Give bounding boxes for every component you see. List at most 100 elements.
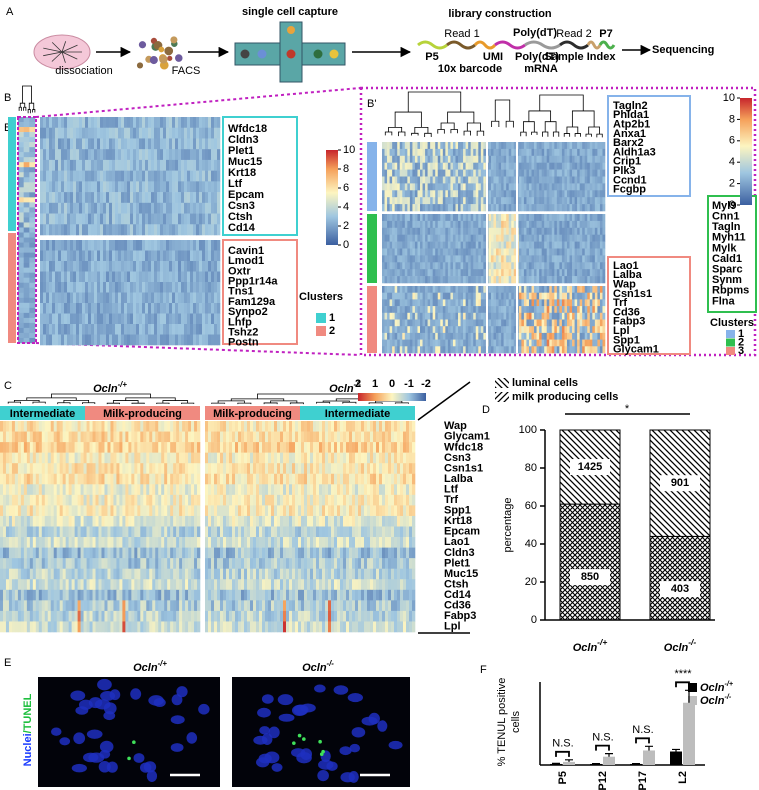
heatmap-cell xyxy=(167,516,170,527)
dendrogram xyxy=(157,403,169,404)
heatmap-cell xyxy=(554,183,557,190)
heatmap-cell xyxy=(395,333,398,340)
heatmap-cell xyxy=(57,432,60,443)
heatmap-cell xyxy=(94,138,97,149)
heatmap-cell xyxy=(208,282,211,293)
heatmap-cell xyxy=(6,421,9,432)
heatmap-cell xyxy=(468,255,471,262)
heatmap-cell xyxy=(46,224,49,235)
heatmap-cell xyxy=(99,505,102,516)
heatmap-cell xyxy=(448,242,451,249)
heatmap-cell xyxy=(494,326,497,333)
heatmap-cell xyxy=(509,255,512,262)
heatmap-cell xyxy=(423,313,426,320)
heatmap-cell xyxy=(445,149,448,156)
heatmap-cell xyxy=(106,282,109,293)
heatmap-cell xyxy=(178,272,181,283)
heatmap-cell xyxy=(511,190,514,197)
heatmap-cell xyxy=(130,160,133,171)
heatmap-cell xyxy=(90,463,93,474)
heatmap-cell xyxy=(534,299,537,306)
heatmap-cell xyxy=(532,190,535,197)
heatmap-cell xyxy=(118,214,121,225)
heatmap-cell xyxy=(90,421,93,432)
heatmap-cell xyxy=(27,453,30,464)
heatmap-cell xyxy=(78,463,81,474)
heatmap-cell xyxy=(104,484,107,495)
heatmap-cell xyxy=(587,340,590,347)
heatmap-cell xyxy=(160,261,163,272)
heatmap-cell xyxy=(438,163,441,170)
heatmap-cell xyxy=(109,149,112,160)
heatmap-cell xyxy=(557,262,560,269)
heatmap-cell xyxy=(567,142,570,149)
heatmap-cell xyxy=(157,240,160,251)
heatmap-cell xyxy=(423,299,426,306)
heatmap-cell xyxy=(570,156,573,163)
heatmap-cell xyxy=(542,326,545,333)
heatmap-cell xyxy=(131,505,134,516)
heatmap-cell xyxy=(382,249,385,256)
cluster-bar xyxy=(367,142,377,211)
heatmap-cell xyxy=(458,177,461,184)
heatmap-cell xyxy=(148,160,151,171)
heatmap-cell xyxy=(94,282,97,293)
heatmap-cell xyxy=(425,204,428,211)
heatmap-cell xyxy=(478,313,481,320)
panel-label: B' xyxy=(367,98,376,110)
heatmap-cell xyxy=(539,235,542,242)
heatmap-cell xyxy=(463,149,466,156)
heatmap-cell xyxy=(60,421,63,432)
heatmap-cell xyxy=(521,149,524,156)
heatmap-cell xyxy=(445,142,448,149)
heatmap-cell xyxy=(169,214,172,225)
heatmap-cell xyxy=(154,224,157,235)
heatmap-cell xyxy=(443,306,446,313)
heatmap-cell xyxy=(139,272,142,283)
heatmap-cell xyxy=(94,303,97,314)
heatmap-cell xyxy=(94,149,97,160)
heatmap-cell xyxy=(455,214,458,221)
heatmap-cell xyxy=(562,156,565,163)
heatmap-cell xyxy=(415,214,418,221)
colorbar-tick-label: 8 xyxy=(343,163,349,175)
heatmap-cell xyxy=(103,138,106,149)
heatmap-cell xyxy=(423,293,426,300)
heatmap-cell xyxy=(590,235,593,242)
heatmap-cell xyxy=(478,293,481,300)
heatmap-cell xyxy=(466,214,469,221)
heatmap-cell xyxy=(52,324,55,335)
heatmap-cell xyxy=(166,314,169,325)
heatmap-cell xyxy=(88,335,91,346)
heatmap-cell xyxy=(97,138,100,149)
heatmap-cell xyxy=(124,251,127,262)
heatmap-cell xyxy=(590,242,593,249)
heatmap-cell xyxy=(585,156,588,163)
heatmap-cell xyxy=(526,183,529,190)
heatmap-cell xyxy=(461,142,464,149)
heatmap-cell xyxy=(501,156,504,163)
heatmap-cell xyxy=(428,170,431,177)
heatmap-cell xyxy=(575,255,578,262)
heatmap-cell xyxy=(600,333,603,340)
heatmap-cell xyxy=(199,314,202,325)
heatmap-cell xyxy=(127,171,130,182)
heatmap-cell xyxy=(57,527,60,538)
heatmap-cell xyxy=(390,190,393,197)
heatmap-cell xyxy=(410,293,413,300)
heatmap-cell xyxy=(506,235,509,242)
heatmap-cell xyxy=(433,286,436,293)
heatmap-cell xyxy=(539,262,542,269)
heatmap-cell xyxy=(587,249,590,256)
heatmap-cell xyxy=(448,255,451,262)
heatmap-cell xyxy=(94,128,97,139)
heatmap-cell xyxy=(64,192,67,203)
heatmap-cell xyxy=(149,453,152,464)
heatmap-cell xyxy=(407,183,410,190)
heatmap-cell xyxy=(496,177,499,184)
heatmap-cell xyxy=(146,484,149,495)
heatmap-cell xyxy=(12,453,15,464)
heatmap-cell xyxy=(211,171,214,182)
heatmap-cell xyxy=(85,303,88,314)
heatmap-cell xyxy=(205,224,208,235)
